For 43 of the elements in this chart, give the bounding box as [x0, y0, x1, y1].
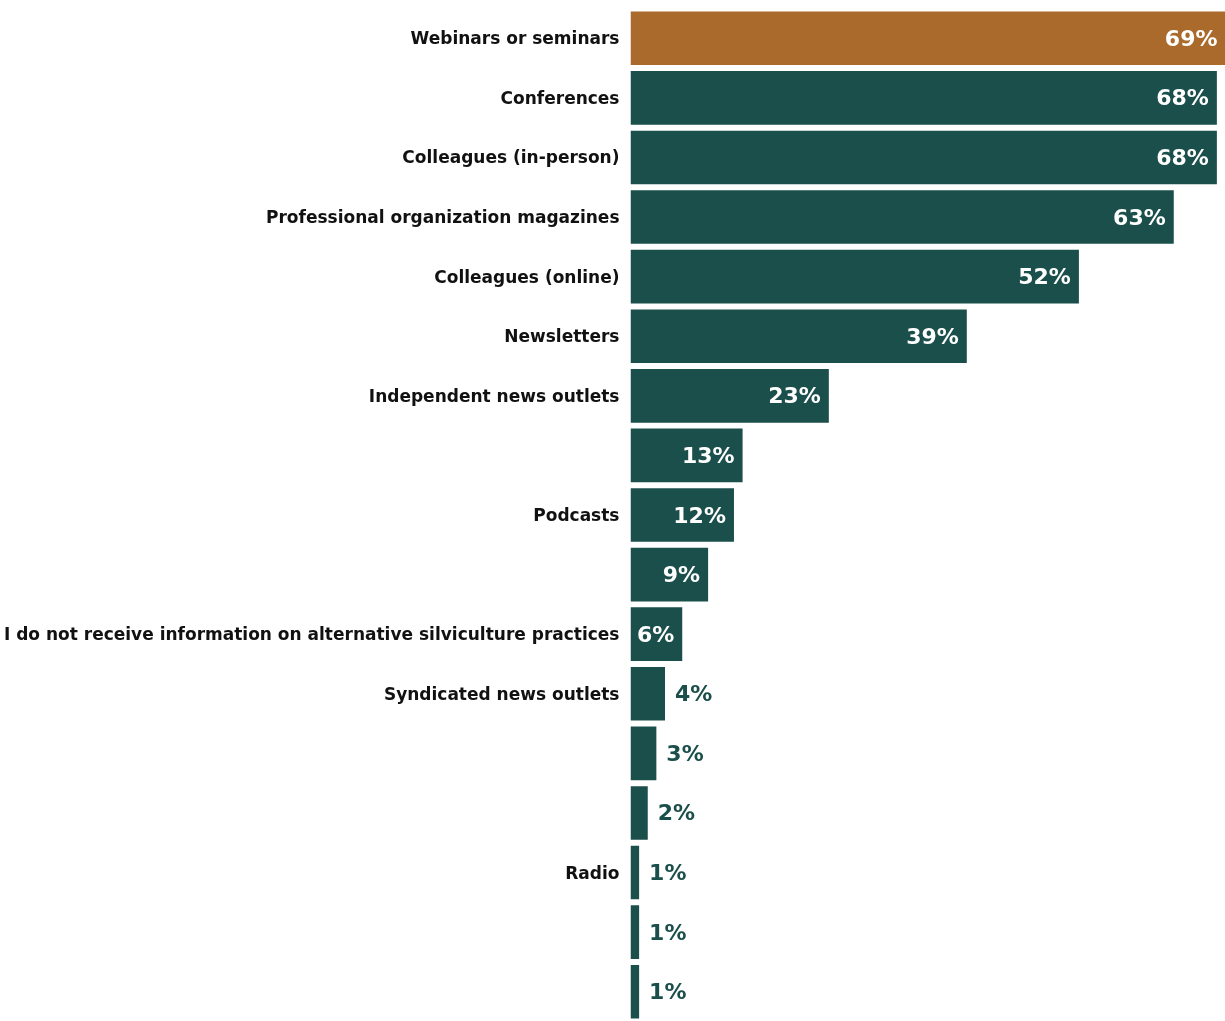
data-label: 2%: [657, 800, 696, 826]
bar: [630, 845, 640, 900]
bar: [630, 11, 1225, 66]
y-tick-label: Colleagues (online): [434, 266, 620, 287]
data-label: 1%: [649, 919, 687, 945]
data-label: 4%: [674, 681, 713, 707]
y-tick-label: Newsletters: [504, 326, 620, 347]
data-label: 23%: [768, 383, 821, 409]
bar: [630, 726, 657, 781]
y-tick-label: Conferences: [500, 87, 620, 108]
data-label: 68%: [1156, 144, 1209, 170]
bar: [630, 488, 734, 542]
data-label: 39%: [906, 323, 959, 349]
y-tick-label: Webinars or seminars: [410, 28, 620, 49]
data-label: 52%: [1018, 264, 1071, 290]
bar: [630, 71, 1217, 125]
data-label: 3%: [666, 740, 704, 766]
data-label: 13%: [681, 442, 735, 468]
y-tick-label: Independent news outlets: [368, 385, 620, 406]
y-tick-label: Radio: [565, 862, 620, 883]
bar: [630, 130, 1217, 185]
data-label: 1%: [649, 979, 687, 1005]
bar: [630, 369, 829, 423]
y-tick-label: I do not receive information on alternative silviculture practices: [3, 624, 620, 645]
bar: [630, 428, 743, 483]
data-label: 63%: [1113, 204, 1166, 230]
y-tick-label: Professional organization magazines: [266, 207, 620, 228]
y-tick-label: Syndicated news outlets: [383, 683, 620, 704]
bar: [630, 666, 665, 721]
data-label: 12%: [673, 502, 726, 528]
data-label: 68%: [1156, 85, 1209, 111]
data-label: 1%: [649, 860, 687, 886]
data-label: 9%: [662, 562, 701, 588]
bar: [630, 249, 1079, 304]
bar: [630, 964, 640, 1019]
bar: [630, 905, 640, 959]
bar: [630, 309, 967, 364]
bar: [630, 190, 1174, 244]
y-tick-label: Colleagues (in-person): [402, 147, 620, 168]
bar: [630, 786, 648, 840]
y-tick-label: Podcasts: [533, 505, 620, 525]
data-label: 6%: [636, 621, 675, 647]
data-label: 69%: [1164, 25, 1218, 51]
